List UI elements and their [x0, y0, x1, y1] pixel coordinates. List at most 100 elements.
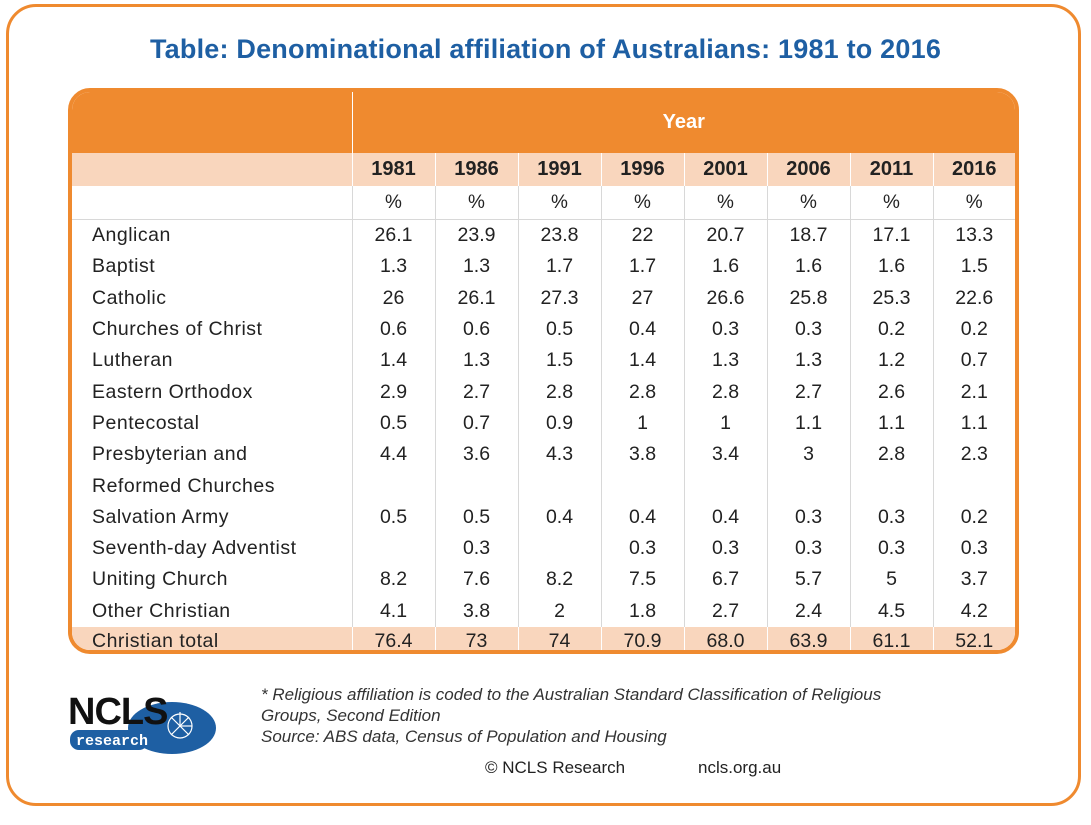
years-label-cell [72, 153, 352, 186]
data-cell: 20.7 [683, 219, 767, 252]
data-cell: 2.1 [932, 376, 1015, 408]
website-link[interactable]: ncls.org.au [698, 758, 782, 777]
page-title: Table: Denominational affiliation of Aus… [149, 34, 942, 64]
total-label: Christian total [72, 626, 352, 650]
table-row: Churches of Christ 0.6 0.6 0.5 0.4 0.3 0.3 0.2 0… [72, 313, 1015, 346]
year-group-header: Year [351, 92, 1015, 153]
data-cell: 0.2 [932, 501, 1015, 533]
data-cell: 0.9 [517, 407, 601, 440]
data-cell: 27 [600, 282, 684, 314]
total-cell: 70.9 [600, 626, 684, 650]
data-cell: 0.4 [683, 501, 767, 533]
data-table-container: Year 1981 1986 1991 1996 2001 2006 2011 2016 %%… [68, 88, 1019, 654]
logo-wordmark: NCLS [68, 691, 167, 733]
data-cell: 2.6 [849, 376, 933, 408]
data-cell: 0.5 [434, 501, 518, 533]
data-cell: 3.8 [600, 439, 684, 471]
data-cell: 2.4 [766, 595, 850, 627]
data-cell: 0.4 [600, 313, 684, 346]
data-cell: 6.7 [683, 564, 767, 596]
data-cell: 4.1 [351, 595, 435, 627]
data-cell: 0.4 [600, 501, 684, 533]
footnote-line-1: * Religious affiliation is coded to the … [261, 685, 882, 704]
year-header-1991: 1991 [517, 153, 601, 186]
data-cell: 22.6 [932, 282, 1015, 314]
data-cell: 8.2 [351, 564, 435, 596]
data-cell: 1.5 [517, 345, 601, 377]
data-cell: 2.7 [434, 376, 518, 408]
data-cell: 0.3 [600, 532, 684, 565]
data-cell: 1 [683, 407, 767, 440]
data-cell: 0.5 [351, 407, 435, 440]
data-cell: 7.6 [434, 564, 518, 596]
data-cell: 3.8 [434, 595, 518, 627]
unit-label-cell [72, 186, 352, 220]
table-row: Uniting Church 8.2 7.6 8.2 7.5 6.7 5.7 5 3.7 [72, 564, 1015, 596]
data-cell: 2.7 [683, 595, 767, 627]
data-cell: 2 [517, 595, 601, 627]
table-row: Seventh-day Adventist 0.3 0.3 0.3 0.3 0.3 0.3 [72, 532, 1015, 565]
unit-cell: % [517, 186, 601, 220]
data-cell [600, 470, 684, 502]
data-cell: 1.6 [766, 251, 850, 283]
header-blank-cell [72, 92, 352, 153]
logo-subtext: research [76, 733, 148, 750]
data-cell: 0.6 [351, 313, 435, 346]
year-header-1981: 1981 [351, 153, 435, 186]
data-cell: 1.3 [434, 345, 518, 377]
data-cell [849, 470, 933, 502]
table-row: Eastern Orthodox 2.9 2.7 2.8 2.8 2.8 2.7 2.6 2.1 [72, 376, 1015, 408]
data-cell: 0.2 [932, 313, 1015, 346]
data-cell: 7.5 [600, 564, 684, 596]
data-cell: 1.2 [849, 345, 933, 377]
total-row: Christian total 76.4 73 74 70.9 68.0 63.9 61.1 5… [72, 626, 1015, 650]
ncls-research-logo: NCLS research [68, 691, 216, 754]
table-row: Other Christian 4.1 3.8 2 1.8 2.7 2.4 4.5 4.2 [72, 595, 1015, 627]
data-cell: 0.6 [434, 313, 518, 346]
unit-cell: % [351, 186, 435, 220]
data-cell: 0.3 [766, 313, 850, 346]
data-cell: 25.3 [849, 282, 933, 314]
data-cell: 1.3 [766, 345, 850, 377]
data-cell: 1.4 [600, 345, 684, 377]
year-header-2006: 2006 [766, 153, 850, 186]
table-row: Catholic 26 26.1 27.3 27 26.6 25.8 25.3 22.6 [72, 282, 1015, 314]
unit-cell: % [434, 186, 518, 220]
data-cell: 4.3 [517, 439, 601, 471]
unit-cell: % [600, 186, 684, 220]
data-cell: 1.3 [683, 345, 767, 377]
copyright-text: © NCLS Research [485, 758, 626, 777]
data-cell: 1.1 [932, 407, 1015, 440]
row-label: Other Christian [92, 599, 231, 622]
data-cell [766, 470, 850, 502]
data-cell: 0.3 [683, 313, 767, 346]
data-cell: 1.6 [849, 251, 933, 283]
data-cell: 0.3 [849, 501, 933, 533]
year-header-1996: 1996 [600, 153, 684, 186]
data-cell: 0.7 [434, 407, 518, 440]
data-cell: 0.5 [517, 313, 601, 346]
table-row: Anglican 26.1 23.9 23.8 22 20.7 18.7 17.1 13.3 [72, 219, 1015, 252]
data-cell [683, 470, 767, 502]
total-cell: 74 [517, 626, 601, 650]
data-cell [517, 470, 601, 502]
year-header-2011: 2011 [849, 153, 933, 186]
total-cell: 52.1 [932, 626, 1015, 650]
data-cell: 1.7 [517, 251, 601, 283]
data-cell: 2.8 [600, 376, 684, 408]
data-cell: 4.5 [849, 595, 933, 627]
row-label: Pentecostal [92, 411, 200, 434]
data-cell: 1 [600, 407, 684, 440]
row-label: Seventh-day Adventist [92, 537, 297, 560]
unit-cell: % [766, 186, 850, 220]
year-header-1986: 1986 [434, 153, 518, 186]
data-cell: 1.3 [351, 251, 435, 283]
data-cell [517, 532, 601, 565]
data-cell: 1.7 [600, 251, 684, 283]
data-cell [351, 470, 435, 502]
row-label: Presbyterian and [92, 443, 248, 466]
data-table: Year 1981 1986 1991 1996 2001 2006 2011 2016 %%… [72, 92, 1015, 650]
total-cell: 63.9 [766, 626, 850, 650]
total-cell: 61.1 [849, 626, 933, 650]
unit-cell: % [683, 186, 767, 220]
